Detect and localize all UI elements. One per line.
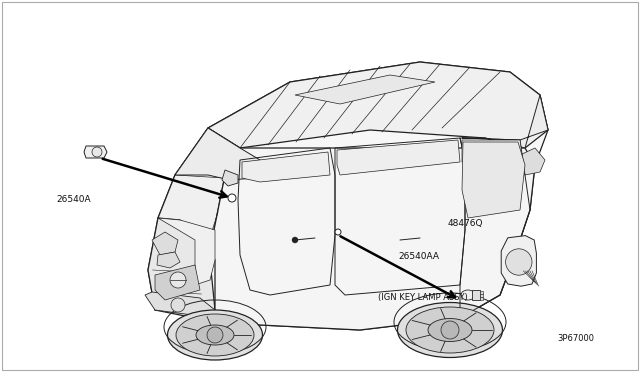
Polygon shape: [480, 296, 483, 299]
Circle shape: [441, 321, 459, 339]
Polygon shape: [157, 252, 180, 268]
Circle shape: [92, 147, 102, 157]
Ellipse shape: [196, 325, 234, 345]
Text: (IGN KEY LAMP ASSY): (IGN KEY LAMP ASSY): [378, 293, 467, 302]
Circle shape: [207, 327, 223, 343]
Polygon shape: [337, 140, 460, 175]
Polygon shape: [145, 292, 215, 318]
Ellipse shape: [428, 318, 472, 341]
Circle shape: [170, 272, 186, 288]
Text: 26540AA: 26540AA: [398, 252, 439, 261]
Ellipse shape: [168, 310, 262, 360]
Text: 3P67000: 3P67000: [557, 334, 594, 343]
Polygon shape: [152, 232, 178, 255]
Polygon shape: [462, 95, 548, 148]
Circle shape: [506, 249, 532, 275]
Polygon shape: [155, 265, 200, 300]
Text: 48476Q: 48476Q: [448, 219, 483, 228]
Polygon shape: [148, 218, 215, 318]
Ellipse shape: [461, 290, 475, 300]
Polygon shape: [295, 75, 435, 104]
Ellipse shape: [406, 307, 494, 353]
Circle shape: [292, 237, 298, 243]
Ellipse shape: [176, 314, 254, 356]
Polygon shape: [158, 218, 215, 285]
Polygon shape: [462, 140, 522, 162]
Polygon shape: [501, 235, 536, 286]
Polygon shape: [480, 294, 483, 296]
Polygon shape: [210, 148, 535, 330]
Circle shape: [228, 194, 236, 202]
Polygon shape: [472, 290, 480, 300]
Polygon shape: [84, 146, 107, 158]
Polygon shape: [208, 62, 548, 148]
Polygon shape: [155, 128, 240, 285]
Text: 26540A: 26540A: [56, 195, 91, 203]
Polygon shape: [222, 170, 238, 186]
Circle shape: [171, 298, 185, 312]
Polygon shape: [462, 142, 525, 218]
Polygon shape: [518, 148, 545, 175]
Circle shape: [335, 229, 341, 235]
Polygon shape: [480, 291, 483, 294]
Polygon shape: [148, 62, 548, 330]
Polygon shape: [175, 128, 260, 180]
Ellipse shape: [397, 302, 502, 357]
Polygon shape: [242, 152, 330, 182]
